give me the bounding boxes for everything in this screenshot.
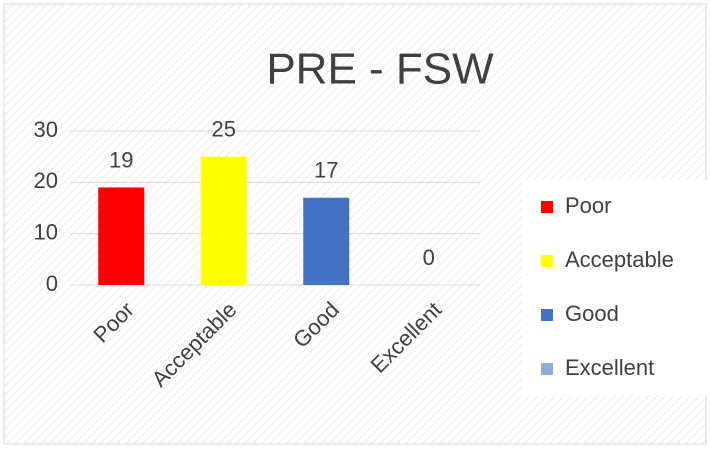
legend-label: Good	[565, 301, 619, 326]
legend-swatch	[541, 255, 553, 267]
legend-swatch	[541, 309, 553, 321]
legend-background	[522, 180, 708, 395]
chart-title: PRE - FSW	[266, 45, 494, 94]
legend-label: Excellent	[565, 355, 654, 380]
legend-swatch	[541, 363, 553, 375]
bar	[303, 197, 350, 285]
legend-label: Acceptable	[565, 247, 674, 272]
y-tick-label: 30	[34, 117, 58, 142]
y-tick-label: 0	[46, 271, 58, 296]
bar	[98, 187, 145, 285]
value-label: 19	[109, 147, 133, 172]
value-label: 0	[423, 245, 435, 270]
value-label: 17	[314, 158, 338, 183]
legend-swatch	[541, 201, 553, 213]
bar	[200, 156, 247, 285]
y-tick-label: 10	[34, 219, 58, 244]
y-tick-label: 20	[34, 168, 58, 193]
legend-label: Poor	[565, 193, 611, 218]
value-label: 25	[212, 116, 236, 141]
